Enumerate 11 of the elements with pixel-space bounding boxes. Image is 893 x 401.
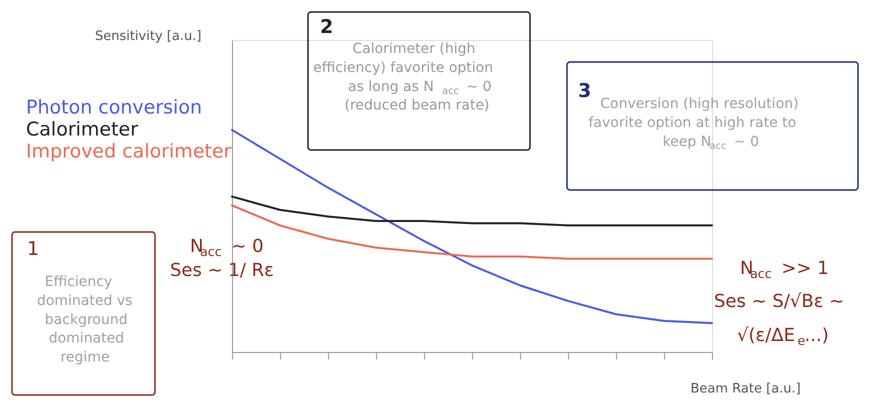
text: 2 [320,16,334,38]
annotation: Ses ~ 1/ Rε [170,260,274,281]
text: Calorimeter [26,118,138,140]
text: 3 [578,80,592,102]
text: 1 [27,238,40,260]
text: Sensitivity [a.u.] [94,29,202,44]
series-label: Photon conversion [26,96,202,118]
text: Efficiency dominated vs background dominated regime [36,274,132,366]
x-axis-title: Beam Rate [a.u.] [690,382,801,396]
text: Improved calorimeter [26,140,232,162]
text: Ses ~ S/√Bε ~ [714,291,844,312]
